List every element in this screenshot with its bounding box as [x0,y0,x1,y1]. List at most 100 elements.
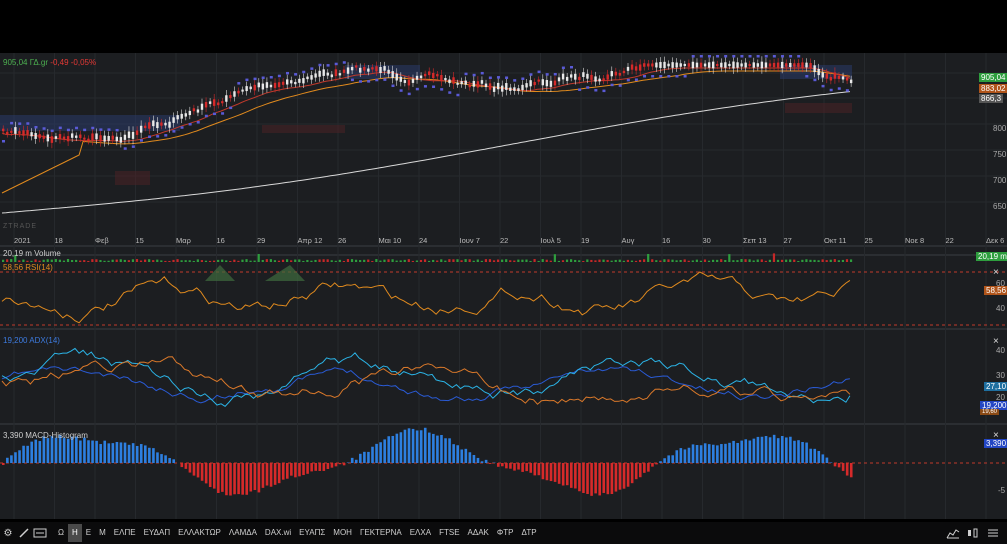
symbol-tab[interactable]: ΔΤΡ [521,528,537,537]
candle [529,80,532,87]
symbol-tab[interactable]: Ω [58,528,64,537]
candle [841,76,845,80]
symbol-tab[interactable]: Η [67,524,82,542]
macd-bar [541,463,545,480]
macd-bar [594,463,597,494]
macd-bar [537,463,541,476]
keyboard-icon[interactable] [32,524,48,542]
candle [634,66,638,71]
chart-type-icon[interactable] [945,524,961,542]
psar-dot [480,71,484,75]
symbol-tab[interactable]: ΕΛΛΑΚΤΩΡ [178,528,221,537]
candle [785,63,788,67]
volume-bar [622,260,625,262]
macd-bar [2,463,5,465]
price-chart [0,55,853,214]
psar-dot [42,127,46,130]
symbol-tab[interactable]: Μ [99,528,106,537]
chart-canvas[interactable]: 2021 18 Φεβ 15 Μαρ 16 29 Απρ 12 26 Μαι 10 24 Ιουν 7… [0,53,1007,519]
close-icon[interactable]: × [993,430,999,441]
candle [415,75,419,80]
macd-bar [671,455,675,463]
psar-dot [780,55,784,58]
macd-bar [574,463,577,489]
volume-bar [111,259,114,262]
symbol-tab[interactable]: ΓΕΚΤΕΡΝΑ [359,528,402,537]
candle [833,72,837,79]
symbol-tab[interactable]: Ε [85,528,92,537]
symbol-tab[interactable]: DAX.wi [264,528,292,537]
draw-line-icon[interactable] [16,524,32,542]
macd-bar [525,463,528,472]
psar-dot [196,121,200,124]
candle [720,62,723,68]
volume-bar [34,259,37,262]
candle [578,76,581,81]
candle [249,86,252,90]
y-tick: 20 [996,393,1005,402]
psar-dot [139,139,143,142]
macd-bar [302,463,305,476]
candle [83,137,86,140]
candle [54,136,58,139]
symbol-tab[interactable]: ΑΔΑΚ [467,528,489,537]
candle [440,75,443,82]
menu-icon[interactable] [985,524,1001,542]
volume-bar [314,259,317,262]
x-axis-label: 29 [257,236,265,245]
candle [513,87,516,91]
psar-dot [716,55,720,58]
chart-workspace[interactable]: 2021 18 Φεβ 15 Μαρ 16 29 Απρ 12 26 Μαι 10 24 Ιουν 7… [0,53,1007,519]
volume-bar [659,260,662,262]
candle [468,84,471,88]
macd-bar [712,444,715,463]
psar-dot [456,93,460,97]
volume-bar [525,259,528,262]
symbol-tab[interactable]: ΦΤΡ [496,528,514,537]
close-icon[interactable]: × [993,336,999,347]
volume-bar [204,260,208,262]
close-icon[interactable]: × [993,267,999,278]
macd-bar [837,463,841,468]
macd-bar [156,452,159,463]
symbol-tab[interactable]: ΜΟΗ [333,528,352,537]
volume-bar [456,259,459,262]
macd-bar [748,440,752,463]
volume-bar [561,260,565,262]
psar-dot [359,80,363,83]
macd-bar [225,463,228,496]
psar-dot [277,74,281,78]
candle [160,122,163,126]
rsi-chart [0,265,1007,326]
settings-icon[interactable]: ⚙ [3,527,13,539]
symbol-tab[interactable]: FTSE [439,528,460,537]
macd-bar [553,463,557,482]
candle [310,75,313,80]
candle [18,131,21,134]
x-axis-label: Μαι 10 [379,236,402,245]
volume-bar [184,260,187,262]
psar-dot [797,55,801,58]
psar-dot [675,75,679,78]
ma-orange-tag: 883,02 [979,84,1007,93]
symbol-tab[interactable]: ΛΑΜΔΑ [228,528,257,537]
candle [448,79,451,84]
candle [703,63,707,67]
macd-bar [375,443,378,463]
symbol-tab[interactable]: ΕΛΠΕ [113,528,136,537]
symbol-tab[interactable]: ΕΥΔΑΠ [143,528,171,537]
macd-bar [119,442,123,463]
psar-dot [594,89,598,92]
volume-bar [249,260,252,262]
candle [732,61,735,69]
symbol-tab[interactable]: ΕΥΑΠΣ [299,528,326,537]
macd-bar [22,445,25,463]
macd-bar [148,447,151,463]
psar-dot [626,78,630,82]
psar-dot [764,55,768,58]
volume-bar [334,260,337,262]
symbol-tab[interactable]: ΕΛΧΑ [409,528,432,537]
candle [829,77,833,81]
candles-icon[interactable] [965,524,981,542]
candle [484,83,488,88]
